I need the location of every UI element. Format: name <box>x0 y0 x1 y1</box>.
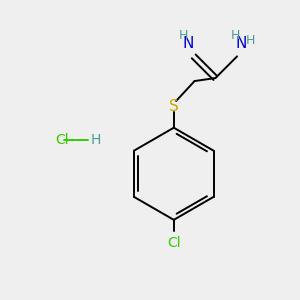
Text: Cl: Cl <box>167 236 181 250</box>
Text: H: H <box>91 133 101 147</box>
Text: H: H <box>231 28 241 41</box>
Text: N: N <box>183 36 194 51</box>
Text: H: H <box>179 28 188 41</box>
Text: S: S <box>169 99 179 114</box>
Text: H: H <box>245 34 255 47</box>
Text: Cl: Cl <box>55 133 68 147</box>
Text: N: N <box>236 36 247 51</box>
